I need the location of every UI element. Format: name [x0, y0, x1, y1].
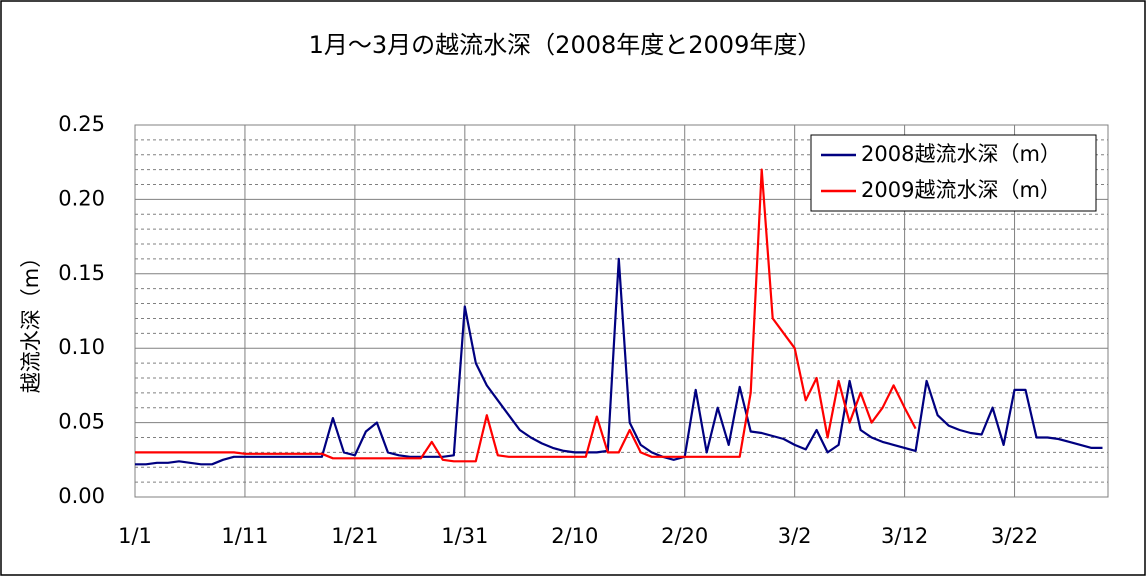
- x-tick-label: 3/22: [991, 524, 1038, 548]
- plot-border: [134, 124, 1109, 498]
- legend-box: [810, 134, 1097, 212]
- legend-label: 2009越流水深（m）: [861, 178, 1061, 202]
- y-axis-label: 越流水深（m）: [19, 247, 43, 393]
- y-tick-label: 0.25: [58, 112, 105, 136]
- x-tick-label: 1/21: [331, 524, 378, 548]
- x-tick-label: 2/20: [661, 524, 708, 548]
- y-tick-label: 0.15: [58, 261, 105, 285]
- x-tick-label: 1/31: [441, 524, 488, 548]
- y-tick-label: 0.00: [58, 484, 105, 508]
- y-tick-label: 0.10: [58, 335, 105, 359]
- line-series: [135, 257, 1103, 466]
- line-series: [135, 168, 917, 463]
- x-tick-label: 3/12: [881, 524, 928, 548]
- legend-label: 2008越流水深（m）: [861, 142, 1061, 166]
- x-tick-label: 1/1: [118, 524, 152, 548]
- chart-title: 1月～3月の越流水深（2008年度と2009年度）: [309, 31, 822, 59]
- y-tick-label: 0.20: [58, 186, 105, 210]
- x-tick-label: 2/10: [551, 524, 598, 548]
- y-tick-label: 0.05: [58, 410, 105, 434]
- x-tick-label: 3/2: [778, 524, 812, 548]
- x-tick-label: 1/11: [221, 524, 268, 548]
